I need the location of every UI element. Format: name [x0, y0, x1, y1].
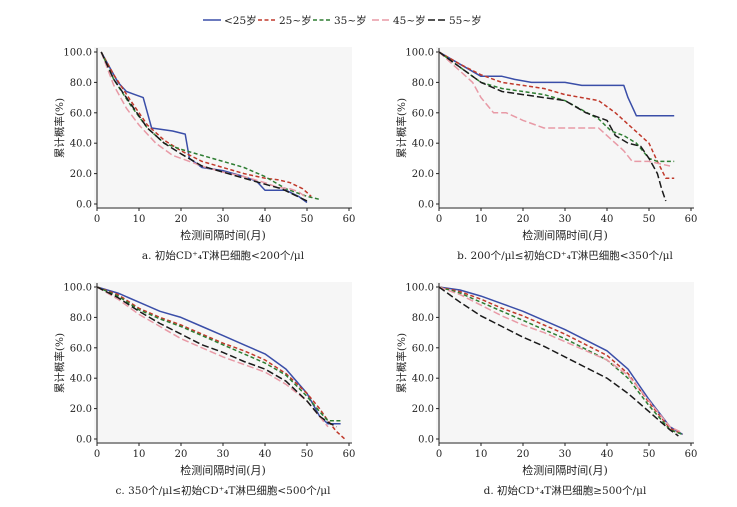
- series-line: [438, 286, 679, 437]
- x-tick-label: 60: [343, 214, 356, 225]
- x-tick-label: 20: [175, 214, 188, 225]
- y-axis-label: 累计概率(%): [53, 98, 66, 158]
- chart-panel: 0 10 20 30 40 50 60 0.0 20.0 40.0 60.0 80.0 100.0 累计概…: [53, 282, 355, 497]
- y-tick-label: 60.0: [70, 343, 92, 354]
- x-tick-label: 60: [685, 214, 698, 225]
- legend-label: 55~岁: [449, 14, 482, 27]
- y-tick-label: 20.0: [412, 404, 434, 415]
- x-tick-label: 10: [133, 449, 146, 460]
- series-line: [100, 51, 308, 204]
- plot-area: [94, 47, 352, 207]
- series-line: [96, 286, 341, 425]
- x-tick-label: 0: [94, 449, 100, 460]
- x-axis-label: 检测间隔时间(月): [522, 463, 608, 477]
- y-tick-label: 0.0: [76, 435, 92, 446]
- y-tick-label: 0.0: [76, 200, 92, 211]
- y-tick-label: 20.0: [412, 169, 434, 180]
- legend-label: 35~岁: [334, 14, 367, 27]
- y-axis-label: 累计概率(%): [395, 333, 408, 393]
- chart-panels: 0 10 20 30 40 50 600.020.040.060.080.0100.0累计概…: [53, 47, 697, 497]
- x-axis-label: 检测间隔时间(月): [180, 463, 266, 477]
- x-tick-label: 0: [436, 449, 442, 460]
- x-tick-label: 20: [517, 449, 530, 460]
- chart-panel: 0 10 20 30 40 50 60 0.0 20.0 40.0 60.0 80.0 100.0 累计概…: [395, 47, 697, 262]
- x-tick-label: 30: [217, 449, 230, 460]
- x-axis-label: 检测间隔时间(月): [180, 228, 266, 242]
- legend-label: 25~岁: [279, 14, 312, 27]
- y-tick-label: 20.0: [70, 169, 92, 180]
- x-tick-label: 50: [643, 214, 656, 225]
- x-tick-label: 10: [475, 449, 488, 460]
- y-tick-label: 60.0: [412, 343, 434, 354]
- y-tick-label: 100.0: [405, 283, 434, 294]
- y-tick-label: 80.0: [412, 78, 434, 89]
- series-line: [438, 51, 671, 167]
- x-tick-label: 20: [175, 449, 188, 460]
- panel-caption: a. 初始CD⁺₄T淋巴细胞<200个/μl: [142, 249, 305, 262]
- y-tick-label: 40.0: [70, 139, 92, 150]
- y-tick-label: 80.0: [412, 313, 434, 324]
- series-line: [96, 286, 329, 428]
- x-tick-label: 10: [475, 214, 488, 225]
- x-tick-label: 60: [685, 449, 698, 460]
- x-tick-label: 50: [301, 214, 314, 225]
- y-axis-label: 累计概率(%): [395, 98, 408, 158]
- series-line: [438, 51, 675, 179]
- panel-caption: c. 350个/μl≤初始CD⁺₄T淋巴细胞<500个/μl: [116, 484, 332, 497]
- panel-caption: d. 初始CD⁺₄T淋巴细胞≥500个/μl: [484, 484, 647, 497]
- panel-caption: b. 200个/μl≤初始CD⁺₄T淋巴细胞<350个/μl: [457, 249, 673, 262]
- x-axis-label: 检测间隔时间(月): [522, 228, 608, 242]
- series-line: [438, 51, 675, 117]
- series-line: [100, 51, 308, 202]
- x-tick-label: 0: [436, 214, 442, 225]
- series-line: [438, 51, 675, 163]
- x-tick-label: 30: [559, 214, 572, 225]
- series-line: [96, 286, 337, 428]
- x-tick-label: 30: [217, 214, 230, 225]
- x-tick-label: 10: [133, 214, 146, 225]
- y-tick-label: 60.0: [412, 108, 434, 119]
- series-line: [96, 286, 346, 440]
- series-line: [100, 51, 312, 197]
- y-tick-label: 80.0: [70, 78, 92, 89]
- chart-panel: 0 10 20 30 40 50 60 0.0 20.0 40.0 60.0 80.0 100.0 累计概…: [53, 47, 355, 262]
- legend-label: 45~岁: [393, 14, 426, 27]
- x-tick-label: 50: [643, 449, 656, 460]
- y-tick-label: 40.0: [70, 374, 92, 385]
- y-tick-label: 40.0: [412, 374, 434, 385]
- x-tick-label: 30: [559, 449, 572, 460]
- y-tick-label: 80.0: [70, 313, 92, 324]
- y-tick-label: 100.0: [63, 283, 92, 294]
- legend-label: <25岁: [224, 14, 257, 27]
- y-tick-label: 60.0: [70, 108, 92, 119]
- x-tick-label: 40: [601, 214, 614, 225]
- y-tick-label: 0.0: [418, 200, 434, 211]
- x-tick-label: 50: [301, 449, 314, 460]
- series-line: [438, 51, 667, 202]
- y-tick-label: 100.0: [63, 48, 92, 59]
- plot-area: [436, 282, 694, 442]
- legend: <25岁 25~岁 35~岁 45~岁 55~岁: [203, 14, 482, 27]
- series-line: [96, 286, 341, 422]
- y-tick-label: 100.0: [405, 48, 434, 59]
- series-line: [438, 286, 683, 434]
- x-tick-label: 40: [259, 449, 272, 460]
- x-tick-label: 20: [517, 214, 530, 225]
- chart-panel: 0 10 20 30 40 50 60 0.0 20.0 40.0 60.0 80.0 100.0 累计概…: [395, 282, 697, 497]
- x-tick-label: 40: [601, 449, 614, 460]
- y-tick-label: 0.0: [418, 435, 434, 446]
- x-tick-label: 40: [259, 214, 272, 225]
- y-tick-label: 20.0: [70, 404, 92, 415]
- y-axis-label: 累计概率(%): [53, 333, 66, 393]
- x-tick-label: 60: [343, 449, 356, 460]
- y-tick-label: 40.0: [412, 139, 434, 150]
- series-line: [438, 286, 683, 436]
- x-tick-label: 0: [94, 214, 100, 225]
